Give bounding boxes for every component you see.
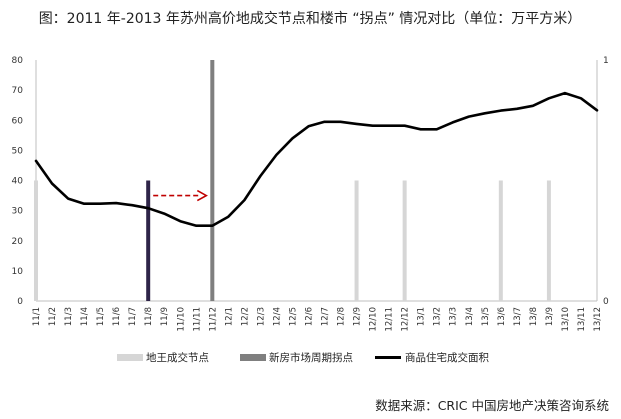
turning-point-bar xyxy=(210,60,215,301)
x-tick-label: 12/10 xyxy=(369,307,379,332)
x-tick-label: 11/9 xyxy=(160,307,170,326)
plot-area: 0 10 20 30 40 50 60 70 80 0 1 11/1 11/2 11/3 11/4 11/5 1… xyxy=(12,56,609,332)
legend-label-turning: 新房市场周期拐点 xyxy=(269,351,353,364)
x-tick-label: 11/5 xyxy=(96,307,106,326)
x-tick-label: 11/3 xyxy=(64,307,74,326)
legend: 地王成交节点 新房市场周期拐点 商品住宅成交面积 xyxy=(117,351,489,364)
x-tick-label: 11/4 xyxy=(80,307,90,326)
y-tick-label: 10 xyxy=(12,267,24,277)
y-tick-label: 0 xyxy=(17,297,23,307)
x-tick-label: 13/10 xyxy=(561,307,571,332)
legend-label-line: 商品住宅成交面积 xyxy=(405,351,489,364)
x-tick-label: 13/4 xyxy=(465,307,475,326)
y-tick-label: 70 xyxy=(12,86,24,96)
x-tick-label: 11/11 xyxy=(192,307,202,332)
x-tick-label: 11/8 xyxy=(144,307,154,326)
x-tick-label: 13/7 xyxy=(513,307,523,326)
y-tick-label: 50 xyxy=(12,146,24,156)
x-tick-label: 13/3 xyxy=(449,307,459,326)
x-tick-label: 11/10 xyxy=(176,307,186,332)
x-tick-label: 11/6 xyxy=(112,307,122,326)
land-bar xyxy=(498,180,503,301)
x-tick-label: 12/2 xyxy=(240,307,250,326)
x-tick-label: 11/1 xyxy=(32,307,42,326)
x-tick-label: 13/6 xyxy=(497,307,507,326)
legend-swatch-land xyxy=(117,354,143,361)
chart-title: 图：2011 年-2013 年苏州高价地成交节点和楼市 “拐点” 情况对比（单位… xyxy=(39,10,582,27)
source-note: 数据来源：CRIC 中国房地产决策咨询系统 xyxy=(375,398,609,413)
x-tick-label: 12/11 xyxy=(385,307,395,332)
sales-area-line xyxy=(34,91,599,227)
land-bar xyxy=(354,180,359,301)
x-tick-label: 12/7 xyxy=(321,307,331,326)
x-tick-label: 13/9 xyxy=(545,307,555,326)
y-tick-label: 60 xyxy=(12,116,24,126)
x-tick-label: 11/7 xyxy=(128,307,138,326)
x-tick-label: 12/1 xyxy=(224,307,234,326)
x-tick-label: 13/12 xyxy=(593,307,603,332)
y-tick-label: 30 xyxy=(12,207,24,217)
land-bar xyxy=(34,180,38,301)
y-tick-label: 40 xyxy=(12,177,24,187)
x-tick-label: 13/8 xyxy=(529,307,539,326)
x-tick-label: 12/9 xyxy=(353,307,363,326)
x-tick-label: 12/6 xyxy=(304,307,314,326)
x-tick-label: 12/5 xyxy=(288,307,298,326)
x-tick-label: 11/12 xyxy=(208,307,218,332)
annotation-arrow-head xyxy=(196,189,208,202)
highlight-land-bar xyxy=(146,180,151,301)
legend-swatch-turning xyxy=(240,354,266,361)
x-tick-label: 12/12 xyxy=(401,307,411,332)
land-bar xyxy=(402,180,407,301)
y-tick-label: 20 xyxy=(12,237,24,247)
y2-tick-label: 0 xyxy=(603,297,609,307)
x-tick-label: 12/3 xyxy=(256,307,266,326)
y2-tick-label: 1 xyxy=(603,56,609,66)
x-tick-label: 13/2 xyxy=(433,307,443,326)
x-tick-label: 12/8 xyxy=(337,307,347,326)
x-tick-label: 12/4 xyxy=(272,307,282,326)
x-tick-label: 13/1 xyxy=(417,307,427,326)
land-bar xyxy=(546,180,551,301)
y-tick-label: 80 xyxy=(12,56,24,66)
x-tick-label: 13/5 xyxy=(481,307,491,326)
x-tick-label: 13/11 xyxy=(577,307,587,332)
legend-label-land: 地王成交节点 xyxy=(146,351,209,364)
x-tick-label: 11/2 xyxy=(48,307,58,326)
